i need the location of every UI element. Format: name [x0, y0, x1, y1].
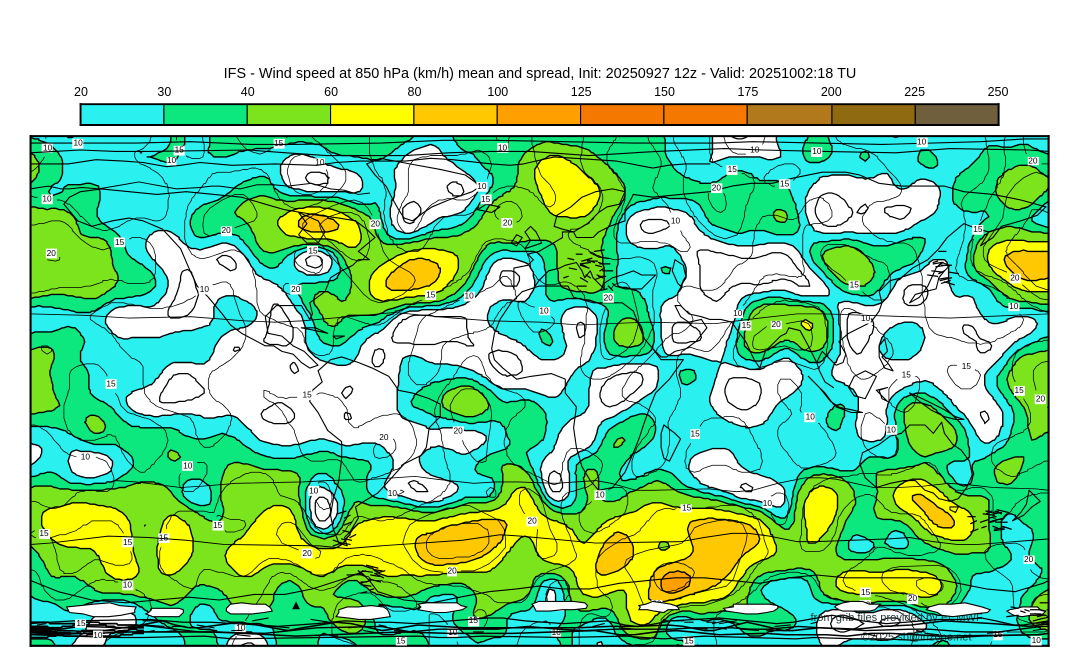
- svg-text:20: 20: [371, 219, 381, 229]
- svg-text:20: 20: [453, 425, 463, 435]
- svg-text:10: 10: [388, 488, 398, 498]
- svg-text:20: 20: [221, 225, 231, 235]
- svg-text:15: 15: [682, 503, 692, 513]
- svg-text:10: 10: [887, 424, 897, 434]
- svg-text:20: 20: [503, 218, 513, 228]
- svg-text:15: 15: [39, 528, 49, 538]
- svg-text:15: 15: [728, 164, 738, 174]
- svg-text:20: 20: [771, 319, 781, 329]
- svg-text:10: 10: [43, 143, 53, 153]
- svg-text:60: 60: [324, 85, 338, 99]
- svg-text:©2025 sb@irizone.net: ©2025 sb@irizone.net: [861, 631, 971, 643]
- svg-text:15: 15: [861, 587, 871, 597]
- svg-text:20: 20: [303, 548, 313, 558]
- svg-text:10: 10: [93, 630, 103, 640]
- svg-text:10: 10: [806, 411, 816, 421]
- svg-text:10: 10: [1032, 635, 1042, 645]
- svg-text:125: 125: [571, 85, 592, 99]
- svg-text:15: 15: [973, 224, 983, 234]
- svg-text:80: 80: [408, 85, 422, 99]
- svg-text:20: 20: [1024, 554, 1034, 564]
- svg-text:15: 15: [274, 138, 284, 148]
- svg-text:20: 20: [908, 593, 918, 603]
- svg-text:10: 10: [315, 157, 325, 167]
- svg-text:10: 10: [498, 143, 508, 153]
- svg-text:15: 15: [213, 520, 223, 530]
- svg-text:15: 15: [993, 629, 1003, 639]
- svg-text:10: 10: [763, 498, 773, 508]
- svg-text:150: 150: [654, 85, 675, 99]
- svg-text:40: 40: [241, 85, 255, 99]
- svg-text:30: 30: [157, 85, 171, 99]
- svg-text:15: 15: [684, 635, 694, 645]
- svg-text:15: 15: [303, 390, 313, 400]
- svg-text:100: 100: [487, 85, 508, 99]
- svg-text:20: 20: [1028, 155, 1038, 165]
- svg-text:15: 15: [123, 537, 133, 547]
- svg-text:175: 175: [737, 85, 758, 99]
- svg-text:20: 20: [604, 293, 614, 303]
- svg-text:250: 250: [988, 85, 1009, 99]
- svg-text:15: 15: [396, 635, 406, 645]
- svg-text:10: 10: [733, 308, 743, 318]
- svg-text:15: 15: [902, 370, 912, 380]
- svg-text:10: 10: [81, 451, 91, 461]
- svg-text:10: 10: [236, 623, 246, 633]
- svg-text:15: 15: [76, 618, 86, 628]
- svg-text:15: 15: [962, 361, 972, 371]
- svg-text:10: 10: [183, 461, 193, 471]
- svg-text:15: 15: [159, 533, 169, 543]
- svg-text:15: 15: [175, 144, 185, 154]
- svg-text:10: 10: [861, 313, 871, 323]
- svg-text:10: 10: [539, 305, 549, 315]
- svg-text:10: 10: [595, 490, 605, 500]
- svg-text:15: 15: [106, 379, 116, 389]
- svg-text:225: 225: [904, 85, 925, 99]
- svg-text:15: 15: [481, 194, 491, 204]
- svg-text:20: 20: [291, 284, 301, 294]
- svg-text:20: 20: [379, 432, 389, 442]
- svg-text:10: 10: [917, 136, 927, 146]
- svg-text:10: 10: [477, 181, 487, 191]
- svg-text:15: 15: [1015, 385, 1025, 395]
- svg-text:15: 15: [690, 429, 700, 439]
- svg-text:10: 10: [123, 580, 133, 590]
- svg-text:20: 20: [1010, 273, 1020, 283]
- svg-text:10: 10: [167, 155, 177, 165]
- svg-text:20: 20: [712, 182, 722, 192]
- svg-text:10: 10: [812, 146, 822, 156]
- svg-text:IFS - Wind speed at 850 hPa (k: IFS - Wind speed at 850 hPa (km/h) mean …: [224, 66, 857, 82]
- svg-text:20: 20: [74, 85, 88, 99]
- svg-text:20: 20: [528, 515, 538, 525]
- svg-text:15: 15: [308, 245, 318, 255]
- svg-text:10: 10: [448, 627, 458, 637]
- svg-text:10: 10: [465, 290, 475, 300]
- svg-text:200: 200: [821, 85, 842, 99]
- svg-text:10: 10: [671, 215, 681, 225]
- svg-text:10: 10: [42, 193, 52, 203]
- svg-text:10: 10: [200, 284, 210, 294]
- svg-text:15: 15: [742, 320, 752, 330]
- svg-text:10: 10: [309, 485, 319, 495]
- svg-text:15: 15: [850, 280, 860, 290]
- svg-text:15: 15: [469, 615, 479, 625]
- svg-text:20: 20: [47, 248, 57, 258]
- svg-text:20: 20: [447, 566, 457, 576]
- svg-text:15: 15: [115, 237, 125, 247]
- svg-text:10: 10: [73, 138, 83, 148]
- svg-text:15: 15: [426, 290, 436, 300]
- svg-text:10: 10: [1009, 301, 1019, 311]
- svg-text:15: 15: [780, 179, 790, 189]
- svg-text:20: 20: [1036, 393, 1046, 403]
